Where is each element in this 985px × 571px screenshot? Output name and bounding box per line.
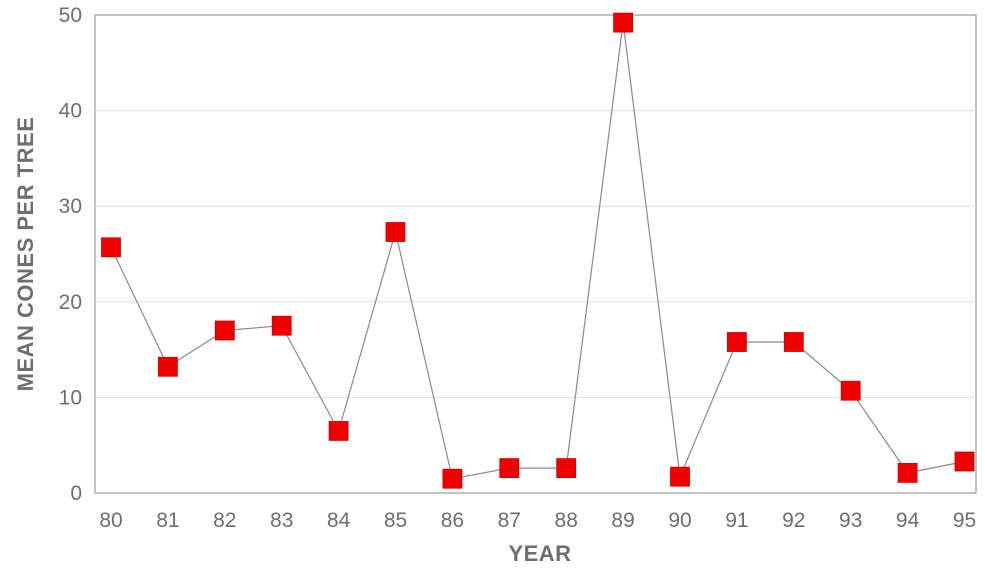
y-tick-label: 40 bbox=[59, 100, 82, 123]
x-tick-label: 82 bbox=[213, 509, 236, 532]
x-tick-label: 80 bbox=[99, 509, 122, 532]
series-line bbox=[110, 22, 965, 480]
data-point bbox=[840, 380, 861, 401]
data-point bbox=[954, 451, 975, 472]
x-tick-label: 95 bbox=[953, 509, 976, 532]
x-axis-title: YEAR bbox=[508, 541, 571, 566]
y-tick-label: 10 bbox=[59, 386, 82, 409]
x-tick-label: 85 bbox=[384, 509, 407, 532]
data-point bbox=[499, 458, 520, 479]
x-tick-label: 93 bbox=[839, 509, 862, 532]
data-points bbox=[101, 12, 975, 489]
data-point bbox=[385, 222, 406, 242]
data-point bbox=[556, 458, 577, 479]
x-tick-label: 91 bbox=[725, 509, 748, 532]
x-tick-label: 86 bbox=[441, 509, 464, 532]
data-point bbox=[214, 320, 235, 341]
y-tick-label: 20 bbox=[59, 291, 82, 314]
y-tick-label: 50 bbox=[59, 4, 82, 27]
x-tick-label: 84 bbox=[327, 509, 351, 532]
x-tick-label: 88 bbox=[555, 509, 578, 532]
data-point bbox=[442, 468, 463, 489]
data-point bbox=[727, 332, 747, 352]
y-tick-label: 30 bbox=[59, 195, 82, 218]
data-point bbox=[101, 237, 121, 258]
x-tick-label: 94 bbox=[896, 509, 920, 532]
x-tick-label: 81 bbox=[156, 509, 179, 532]
y-tick-label: 0 bbox=[70, 482, 82, 505]
data-point bbox=[613, 12, 633, 33]
x-tick-label: 90 bbox=[668, 509, 691, 532]
data-point bbox=[328, 420, 349, 441]
y-axis-title: MEAN CONES PER TREE bbox=[13, 117, 38, 392]
x-tick-label: 83 bbox=[270, 509, 293, 532]
data-point bbox=[783, 332, 804, 352]
x-tick-label: 89 bbox=[611, 509, 634, 532]
data-point bbox=[897, 462, 918, 483]
x-tick-label: 92 bbox=[782, 509, 805, 532]
data-point bbox=[670, 466, 690, 487]
x-tick-label: 87 bbox=[498, 509, 521, 532]
data-point bbox=[157, 356, 178, 377]
gridlines bbox=[95, 110, 976, 398]
plot-area bbox=[94, 14, 977, 494]
x-axis-ticks: 80 81 82 83 84 85 86 87 88 89 90 91 92 93 94 95 bbox=[99, 509, 976, 532]
y-axis-ticks: 0 10 20 30 40 50 bbox=[59, 4, 82, 505]
data-point bbox=[271, 315, 292, 336]
